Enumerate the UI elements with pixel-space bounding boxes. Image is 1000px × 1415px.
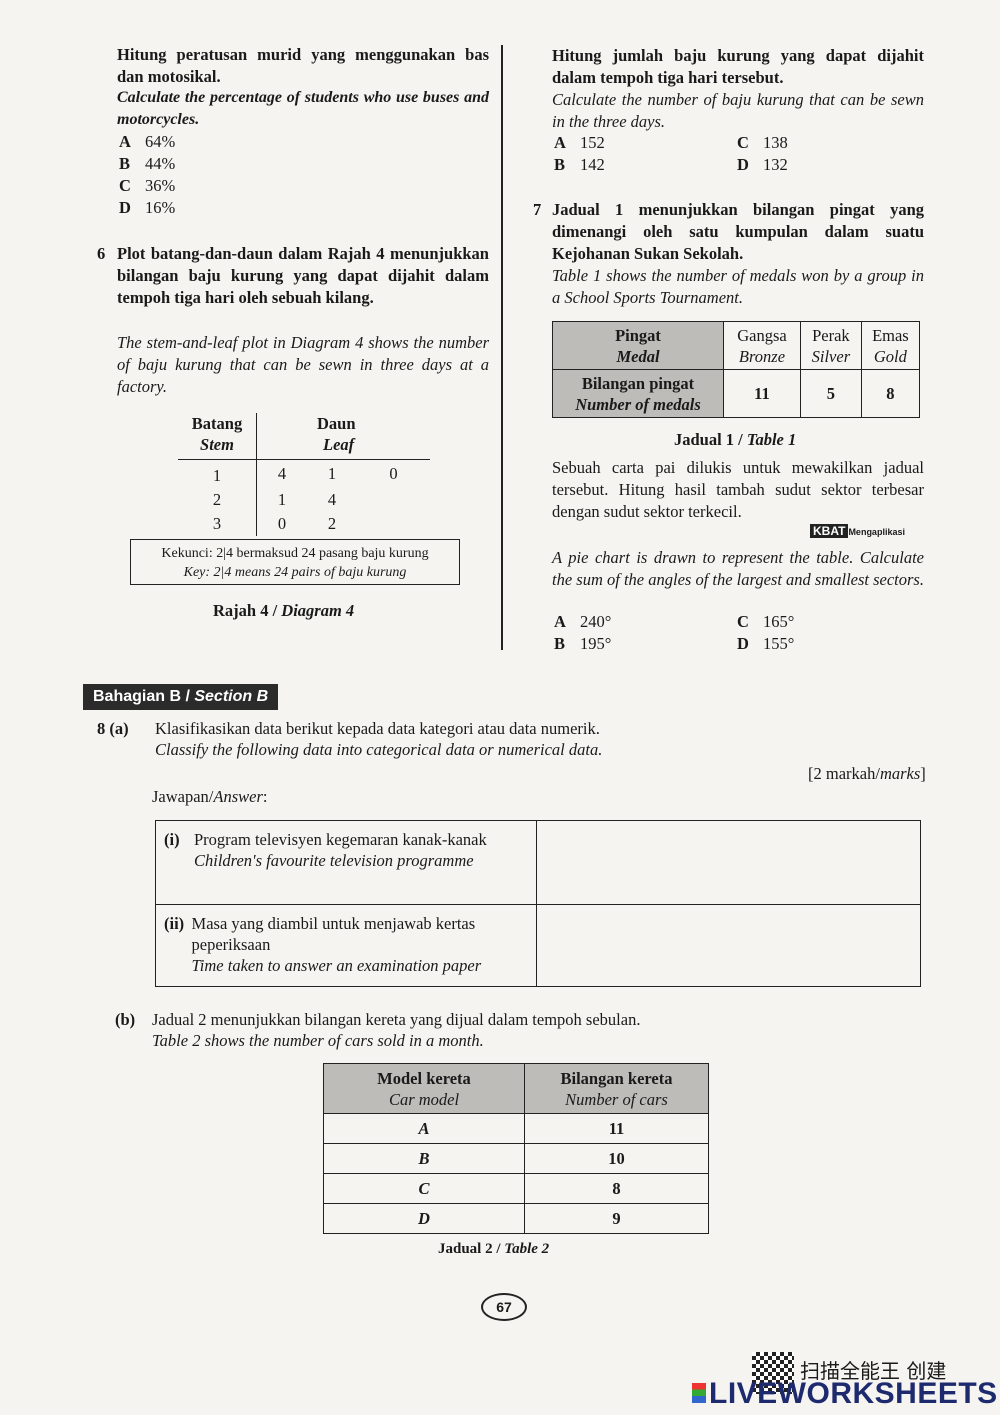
q7-option-a[interactable]: A 240° (554, 612, 612, 631)
table-row: B 10 (323, 1143, 709, 1174)
q6-option-d[interactable]: D 132 (737, 155, 788, 174)
q8b-text-en: Table 2 shows the number of cars sold in… (152, 1031, 484, 1050)
q5-option-b[interactable]: B 44% (119, 154, 176, 173)
medals-table: Pingat Medal Gangsa Bronze Perak Silver Ema… (552, 321, 921, 418)
kbat-badge: KBAT Mengaplikasi (810, 524, 905, 539)
answer-cell-ii[interactable] (536, 904, 921, 987)
q8a-text-en: Classify the following data into categor… (155, 740, 603, 759)
diagram-4-caption: Rajah 4 / Diagram 4 (213, 601, 355, 620)
q7-option-d[interactable]: D 155° (737, 634, 795, 653)
q5-text-en: Calculate the percentage of students who… (117, 89, 489, 128)
scanner-watermark: 扫描全能王 创建 (800, 1359, 947, 1383)
q5-option-a[interactable]: A 64% (119, 132, 176, 151)
answer-cell-i[interactable] (536, 820, 921, 905)
q6-option-b[interactable]: B 142 (554, 155, 605, 174)
q7-intro-en: Table 1 shows the number of medals won b… (552, 266, 924, 307)
q5-text-ms: Hitung peratusan murid yang menggunakan … (117, 45, 489, 86)
q6-text-en: Calculate the number of baju kurung that… (552, 90, 924, 131)
answer-label: Jawapan/Answer: (152, 787, 268, 806)
q8-number: 8 (a) (97, 719, 129, 738)
q5-option-c[interactable]: C 36% (119, 176, 176, 195)
q8a-text-ms: Klasifikasikan data berikut kepada data … (155, 719, 600, 738)
q5-option-d[interactable]: D 16% (119, 198, 176, 217)
q7-option-b[interactable]: B 195° (554, 634, 612, 653)
q6-number: 6 (97, 244, 106, 263)
qr-code-icon (752, 1352, 794, 1394)
q6-intro-en: The stem-and-leaf plot in Diagram 4 show… (117, 333, 489, 396)
q6-intro-ms: Plot batang-dan-daun dalam Rajah 4 menun… (117, 244, 489, 307)
q6-text-ms: Hitung jumlah baju kurung yang dapat dij… (552, 46, 924, 87)
column-divider (501, 45, 503, 650)
q7-number: 7 (533, 200, 542, 219)
liveworksheets-logo: LIVEWORKSHEETS (692, 1378, 998, 1410)
section-b-header: Bahagian B / Section B (83, 684, 279, 710)
page-number: 67 (481, 1293, 527, 1321)
table-row: A 11 (323, 1113, 709, 1144)
table-1-caption: Jadual 1 / Table 1 (674, 430, 797, 449)
q7-text-en: A pie chart is drawn to represent the ta… (552, 548, 924, 589)
q6-option-c[interactable]: C 138 (737, 133, 788, 152)
q7-option-c[interactable]: C 165° (737, 612, 795, 631)
marks-label: [2 markah/marks] (808, 764, 926, 783)
q6-option-a[interactable]: A 152 (554, 133, 605, 152)
q7-intro-ms: Jadual 1 menunjukkan bilangan pingat yan… (552, 200, 924, 263)
q7-text-ms: Sebuah carta pai dilukis untuk mewakilka… (552, 458, 924, 521)
cars-table: Model kereta Car model Bilangan kereta Numb… (323, 1063, 709, 1234)
q8b-text-ms: Jadual 2 menunjukkan bilangan kereta yan… (152, 1010, 641, 1029)
answer-table: (i) Program televisyen kegemaran kanak-ka… (155, 820, 921, 987)
q8b-label: (b) (115, 1010, 136, 1029)
stem-leaf-key: Kekunci: 2|4 bermaksud 24 pasang baju ku… (130, 539, 460, 585)
table-2-caption: Jadual 2 / Table 2 (438, 1241, 550, 1257)
